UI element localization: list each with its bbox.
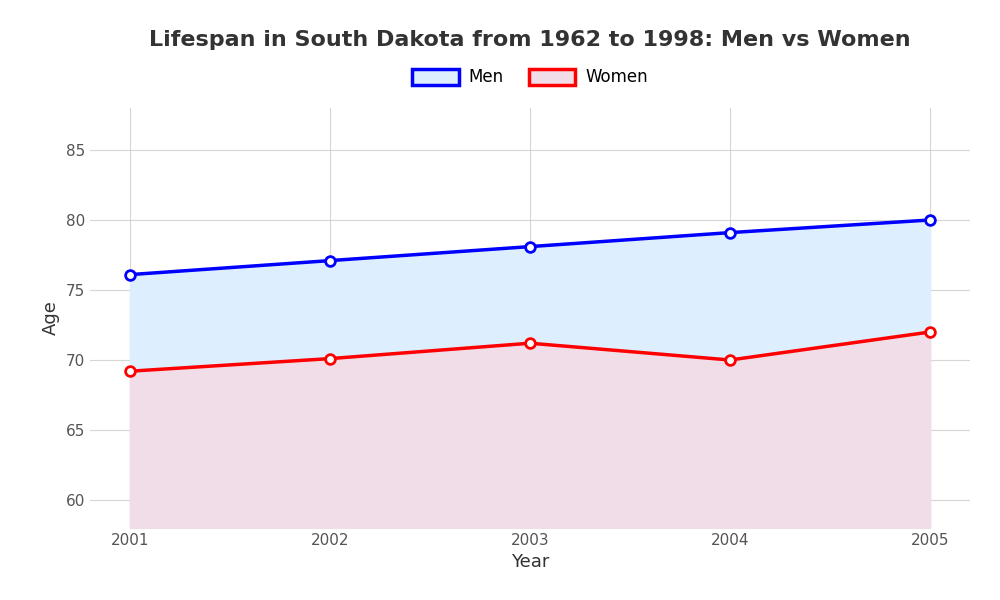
Legend: Men, Women: Men, Women [405,62,655,93]
X-axis label: Year: Year [511,553,549,571]
Y-axis label: Age: Age [42,301,60,335]
Title: Lifespan in South Dakota from 1962 to 1998: Men vs Women: Lifespan in South Dakota from 1962 to 19… [149,29,911,49]
